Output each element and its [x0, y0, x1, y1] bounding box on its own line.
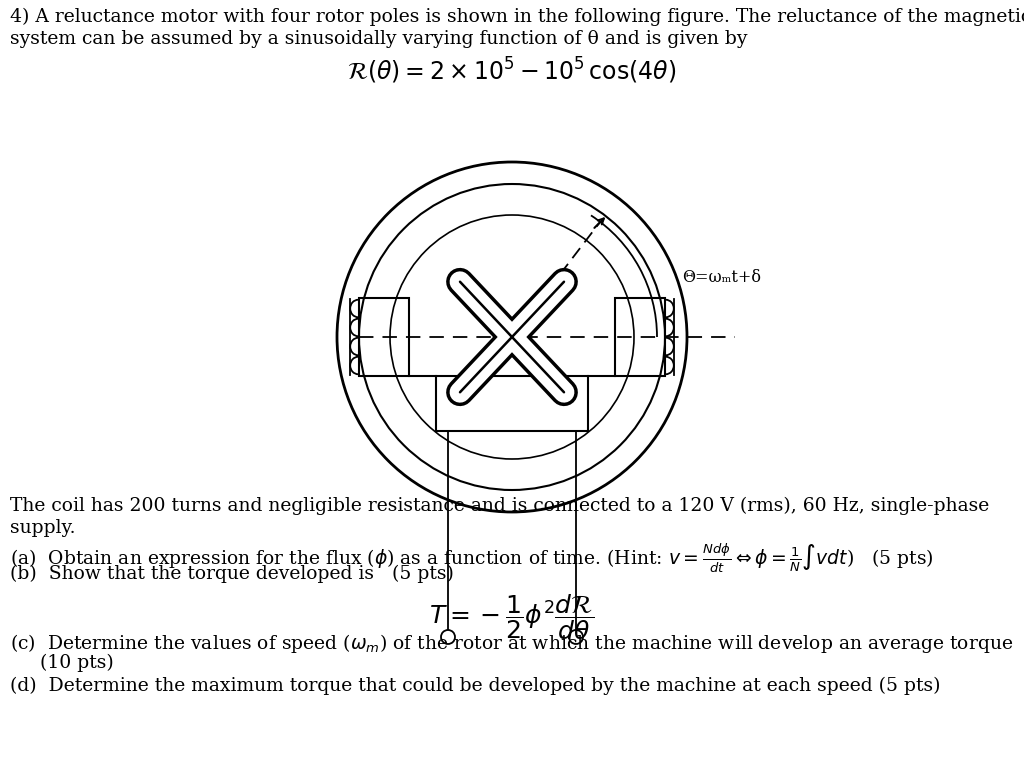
Text: $\mathcal{R}(\theta) = 2 \times 10^5 - 10^5\,\cos(4\theta)$: $\mathcal{R}(\theta) = 2 \times 10^5 - 1…	[347, 56, 677, 86]
Text: supply.: supply.	[10, 519, 76, 537]
Text: The coil has 200 turns and negligible resistance and is connected to a 120 V (rm: The coil has 200 turns and negligible re…	[10, 497, 989, 515]
Text: (a)  Obtain an expression for the flux ($\phi$) as a function of time. (Hint: $v: (a) Obtain an expression for the flux ($…	[10, 541, 934, 574]
Bar	[436, 376, 588, 431]
Text: 4) A reluctance motor with four rotor poles is shown in the following figure. Th: 4) A reluctance motor with four rotor po…	[10, 8, 1024, 26]
Text: (10 pts): (10 pts)	[40, 654, 114, 672]
Bar	[359, 298, 409, 376]
Text: (d)  Determine the maximum torque that could be developed by the machine at each: (d) Determine the maximum torque that co…	[10, 677, 940, 695]
Text: (b)  Show that the torque developed is   (5 pts): (b) Show that the torque developed is (5…	[10, 565, 454, 583]
Text: (c)  Determine the values of speed ($\omega_m$) of the rotor at which the machin: (c) Determine the values of speed ($\ome…	[10, 632, 1014, 655]
Text: $T = -\dfrac{1}{2}\phi^2\dfrac{d\mathcal{R}}{d\theta}$: $T = -\dfrac{1}{2}\phi^2\dfrac{d\mathcal…	[429, 592, 595, 642]
Bar	[615, 298, 665, 376]
Text: system can be assumed by a sinusoidally varying function of θ and is given by: system can be assumed by a sinusoidally …	[10, 30, 748, 48]
Text: Θ=ωₘt+δ: Θ=ωₘt+δ	[682, 268, 761, 285]
